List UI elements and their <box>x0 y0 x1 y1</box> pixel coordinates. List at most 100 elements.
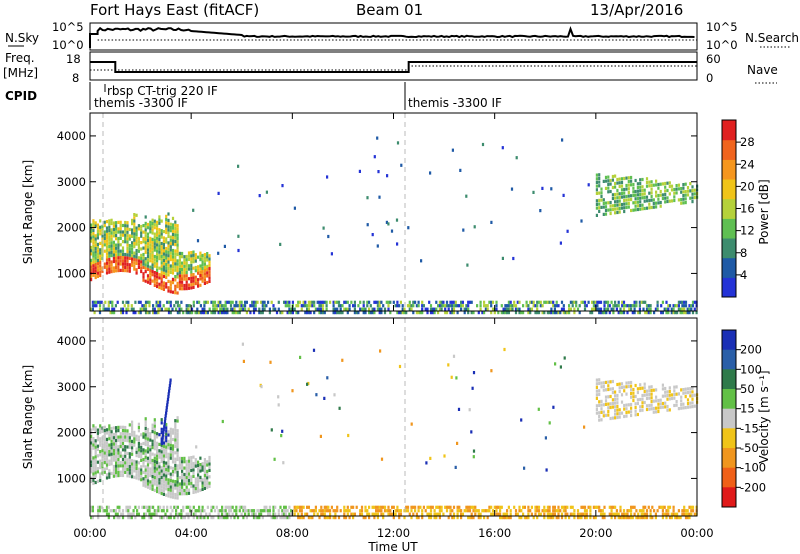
power-cell <box>643 192 646 196</box>
power-cell <box>336 311 339 315</box>
power-cell <box>169 251 172 255</box>
velocity-cell <box>364 505 367 509</box>
power-cell <box>140 263 143 267</box>
power-cell <box>212 307 215 311</box>
power-cell <box>611 185 614 190</box>
velocity-cell <box>190 462 193 466</box>
velocity-cell <box>203 486 206 490</box>
power-cell <box>178 311 181 315</box>
velocity-cell <box>91 516 94 520</box>
colorbar-tick-label: 20 <box>740 179 755 193</box>
power-cell <box>107 300 110 304</box>
velocity-cell <box>144 478 147 482</box>
velocity-cell <box>99 459 102 463</box>
velocity-cell <box>661 516 664 520</box>
velocity-cell <box>614 401 617 405</box>
power-cell <box>134 300 137 304</box>
velocity-cell <box>99 475 102 479</box>
power-cell <box>156 246 159 250</box>
power-cell <box>655 194 658 198</box>
velocity-cell <box>199 466 202 470</box>
power-cell <box>158 253 161 257</box>
power-cell <box>311 300 314 304</box>
velocity-cell <box>440 505 443 509</box>
power-cell <box>91 304 94 308</box>
velocity-cell <box>97 505 100 509</box>
power-cell <box>589 311 592 315</box>
power-cell <box>513 300 516 304</box>
power-cell <box>688 311 691 315</box>
velocity-cell <box>499 516 502 520</box>
power-cell <box>548 311 551 315</box>
velocity-cell <box>598 378 601 382</box>
power-cell <box>307 300 310 304</box>
velocity-cell <box>121 448 125 452</box>
velocity-cell <box>146 440 150 444</box>
power-cell <box>507 311 510 315</box>
power-cell <box>304 311 307 315</box>
velocity-cell <box>151 426 154 430</box>
velocity-cell <box>263 509 266 513</box>
power-cell <box>133 241 136 245</box>
velocity-cell <box>92 427 95 431</box>
velocity-cell <box>115 448 118 452</box>
power-cell <box>190 273 193 277</box>
power-cell <box>641 185 644 189</box>
power-cell <box>153 238 156 243</box>
velocity-cell <box>105 505 109 509</box>
velocity-cell <box>235 505 238 509</box>
velocity-cell <box>142 480 145 484</box>
power-cell <box>119 256 122 260</box>
velocity-cell <box>545 468 548 472</box>
velocity-cell <box>604 399 608 403</box>
velocity-cell <box>137 470 140 474</box>
velocity-cell <box>133 443 136 447</box>
colorbar-swatch <box>722 349 736 370</box>
power-cell <box>169 270 172 274</box>
velocity-cell <box>279 505 282 509</box>
velocity-cell <box>168 386 171 390</box>
velocity-cell <box>157 509 160 513</box>
velocity-cell <box>197 479 200 483</box>
velocity-cell <box>607 384 610 388</box>
power-cell <box>486 304 489 308</box>
power-cell <box>90 262 93 266</box>
power-cell <box>146 254 150 259</box>
power-cell <box>238 307 241 311</box>
velocity-cell <box>428 516 431 520</box>
velocity-cell <box>560 516 564 520</box>
power-cell <box>153 283 156 287</box>
velocity-cell <box>187 456 191 460</box>
power-cell <box>121 268 125 273</box>
velocity-cell <box>108 450 111 454</box>
power-cell <box>500 311 503 315</box>
velocity-cell <box>553 505 556 509</box>
velocity-cell <box>636 398 639 402</box>
power-cell <box>131 222 134 226</box>
power-cell <box>132 307 135 311</box>
velocity-cell <box>119 470 122 474</box>
velocity-cell <box>341 358 344 362</box>
velocity-cell <box>117 457 120 462</box>
colorbar-swatch <box>722 467 736 488</box>
velocity-cell <box>298 505 302 509</box>
power-cell <box>167 231 170 235</box>
power-cell <box>627 205 630 209</box>
power-cell <box>171 307 174 311</box>
power-cell <box>399 300 402 304</box>
power-cell <box>532 300 535 304</box>
power-cell <box>149 281 152 285</box>
velocity-cell <box>661 387 664 391</box>
velocity-cell <box>627 410 630 414</box>
velocity-cell <box>467 505 470 509</box>
velocity-cell <box>132 509 135 513</box>
power-cell <box>618 195 621 200</box>
velocity-cell <box>523 516 526 520</box>
velocity-cell <box>668 408 671 412</box>
power-cell <box>467 300 470 304</box>
velocity-cell <box>415 516 418 520</box>
power-cell <box>111 307 114 311</box>
power-cell <box>169 280 172 284</box>
power-cell <box>675 187 678 191</box>
velocity-cell <box>468 408 471 412</box>
